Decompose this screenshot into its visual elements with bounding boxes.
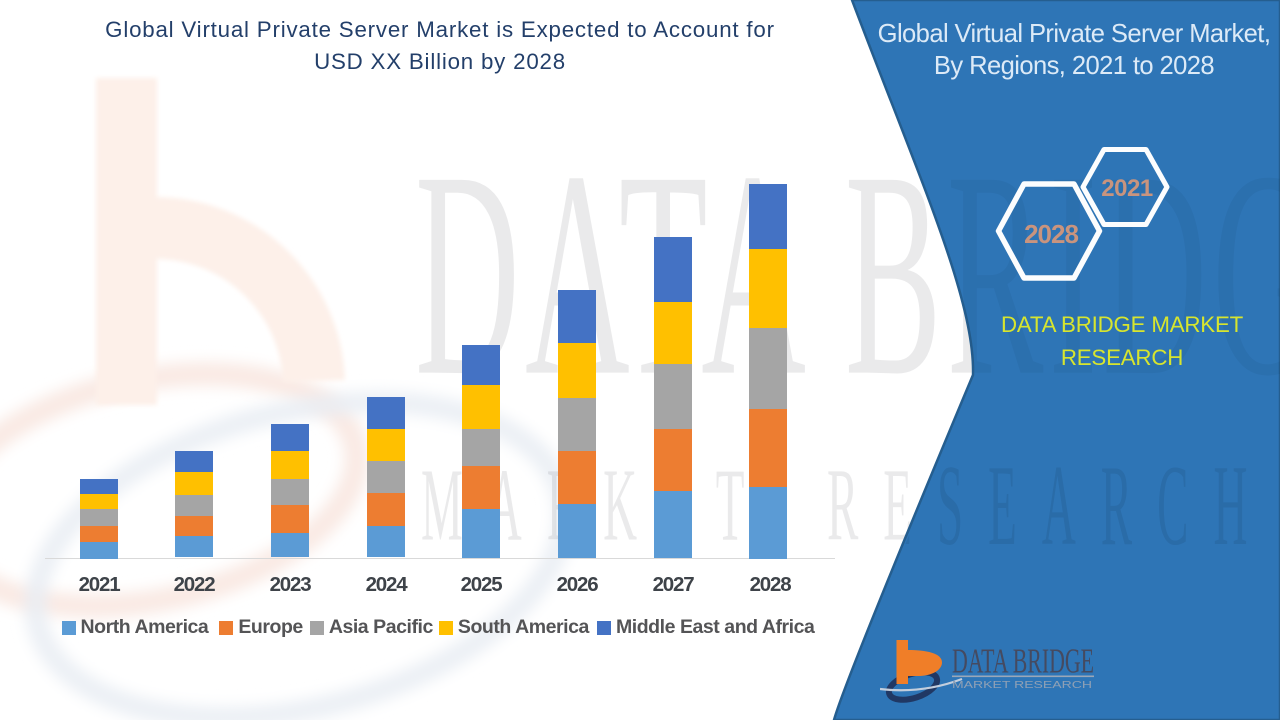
svg-text:DATA BRIDGE: DATA BRIDGE — [952, 642, 1094, 681]
svg-text:MARKET RESEARCH: MARKET RESEARCH — [952, 680, 1092, 691]
